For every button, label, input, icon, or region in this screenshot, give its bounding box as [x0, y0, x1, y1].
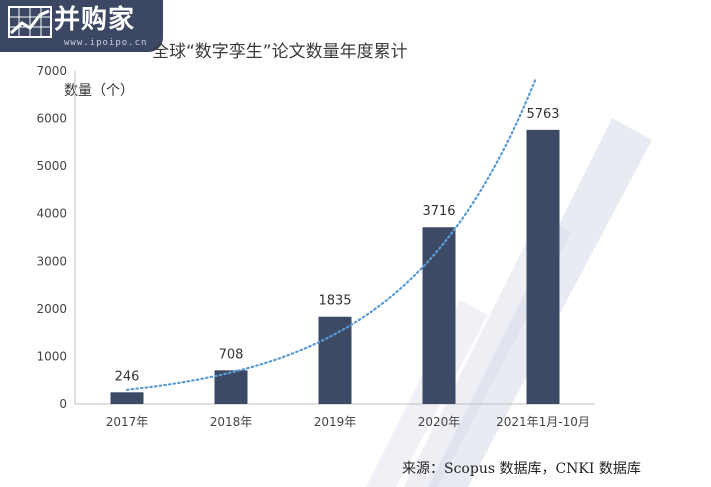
x-tick-label: 2021年1月-10月	[496, 415, 590, 429]
y-axis-label: 数量（个）	[64, 83, 134, 99]
brand-logo: 并购家 www.ipoipo.cn	[0, 0, 163, 52]
trend-line	[125, 79, 537, 391]
data-label: 5763	[526, 107, 559, 122]
y-tick-label: 7000	[36, 64, 67, 78]
logo-url: www.ipoipo.cn	[64, 38, 148, 48]
x-tick-label: 2017年	[106, 415, 149, 429]
y-tick-label: 4000	[36, 207, 67, 221]
data-label: 3716	[422, 204, 455, 219]
data-label: 1835	[318, 294, 351, 309]
source-note: 来源：Scopus 数据库，CNKI 数据库	[402, 461, 641, 477]
x-tick-label: 2020年	[418, 415, 461, 429]
y-tick-label: 6000	[36, 112, 67, 126]
bar	[422, 227, 456, 404]
y-tick-label: 1000	[36, 349, 67, 363]
x-tick-label: 2019年	[314, 415, 357, 429]
y-tick-label: 2000	[36, 302, 67, 316]
y-tick-label: 0	[59, 397, 67, 411]
data-label: 246	[115, 369, 140, 384]
bar	[110, 392, 144, 404]
watermark	[366, 118, 652, 487]
bar	[318, 316, 352, 404]
bar	[526, 129, 560, 404]
bar-group	[110, 129, 560, 404]
logo-text: 并购家	[54, 5, 136, 35]
chart-axes: 0 1000 2000 3000 4000 5000 6000 7000 2017年 2018年 2…	[36, 64, 595, 429]
data-label: 708	[219, 347, 244, 362]
y-tick-label: 3000	[36, 254, 67, 268]
chart-title: 全球“数字孪生”论文数量年度累计	[152, 42, 408, 62]
x-tick-label: 2018年	[210, 415, 253, 429]
data-label-group: 246 708 1835 3716 5763	[115, 107, 560, 384]
y-tick-label: 5000	[36, 159, 67, 173]
chart-logo-icon	[8, 6, 52, 38]
